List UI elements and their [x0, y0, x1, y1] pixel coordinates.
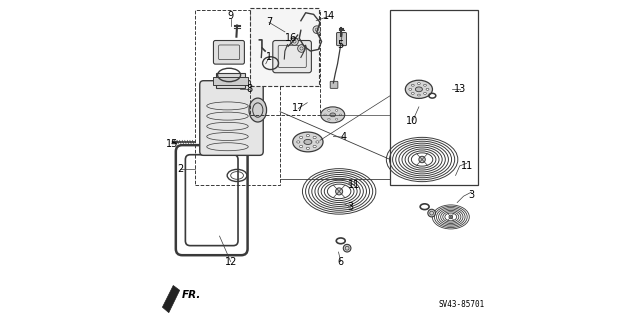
Ellipse shape: [300, 136, 303, 138]
Text: 7: 7: [266, 17, 272, 27]
Circle shape: [449, 215, 452, 219]
Text: 12: 12: [225, 256, 237, 267]
Ellipse shape: [426, 88, 429, 90]
Ellipse shape: [313, 145, 316, 148]
Ellipse shape: [324, 114, 326, 116]
Ellipse shape: [335, 110, 338, 111]
Circle shape: [313, 26, 321, 33]
FancyBboxPatch shape: [214, 41, 244, 64]
Text: 14: 14: [323, 11, 336, 21]
FancyBboxPatch shape: [330, 81, 338, 88]
Text: 17: 17: [292, 103, 305, 114]
Circle shape: [291, 38, 298, 45]
Ellipse shape: [321, 107, 345, 123]
Ellipse shape: [249, 98, 267, 122]
Text: SV43-85701: SV43-85701: [438, 300, 484, 309]
Circle shape: [335, 188, 342, 195]
Ellipse shape: [424, 93, 426, 94]
Ellipse shape: [417, 83, 420, 85]
Ellipse shape: [328, 110, 330, 111]
Ellipse shape: [412, 84, 414, 86]
FancyBboxPatch shape: [200, 81, 263, 155]
Ellipse shape: [316, 141, 319, 143]
Bar: [213, 77, 248, 85]
Text: 13: 13: [454, 84, 467, 94]
Bar: [195, 10, 280, 185]
Bar: [390, 10, 478, 185]
Text: 10: 10: [406, 116, 419, 126]
Circle shape: [419, 156, 426, 163]
Ellipse shape: [297, 141, 300, 143]
Text: 6: 6: [338, 256, 344, 267]
Bar: [250, 8, 319, 86]
FancyBboxPatch shape: [273, 41, 312, 73]
Ellipse shape: [412, 93, 414, 94]
Text: 3: 3: [348, 202, 353, 212]
Text: 4: 4: [341, 132, 347, 142]
Ellipse shape: [335, 118, 338, 120]
FancyBboxPatch shape: [337, 33, 346, 46]
Ellipse shape: [300, 145, 303, 148]
Bar: [216, 73, 245, 88]
Text: 5: 5: [338, 40, 344, 50]
Text: 1: 1: [266, 52, 272, 63]
Ellipse shape: [339, 114, 342, 116]
Text: 3: 3: [468, 189, 475, 200]
Text: 9: 9: [228, 11, 234, 21]
Ellipse shape: [292, 132, 323, 152]
Circle shape: [428, 209, 435, 217]
Ellipse shape: [328, 118, 330, 120]
Text: 2: 2: [177, 164, 184, 174]
Ellipse shape: [424, 84, 426, 86]
Bar: [250, 10, 320, 115]
Text: 11: 11: [348, 180, 360, 190]
Text: 8: 8: [247, 84, 253, 94]
Ellipse shape: [417, 94, 420, 96]
Text: 16: 16: [285, 33, 297, 43]
Polygon shape: [163, 286, 180, 313]
Ellipse shape: [409, 88, 412, 90]
Text: 11: 11: [461, 161, 473, 171]
Ellipse shape: [304, 139, 312, 145]
Ellipse shape: [307, 135, 310, 137]
Circle shape: [343, 244, 351, 252]
Text: 15: 15: [166, 138, 178, 149]
Ellipse shape: [307, 147, 310, 149]
Circle shape: [298, 45, 305, 52]
Ellipse shape: [405, 80, 433, 99]
Text: FR.: FR.: [182, 290, 202, 300]
Ellipse shape: [313, 136, 316, 138]
Ellipse shape: [415, 87, 422, 92]
Ellipse shape: [330, 113, 335, 117]
